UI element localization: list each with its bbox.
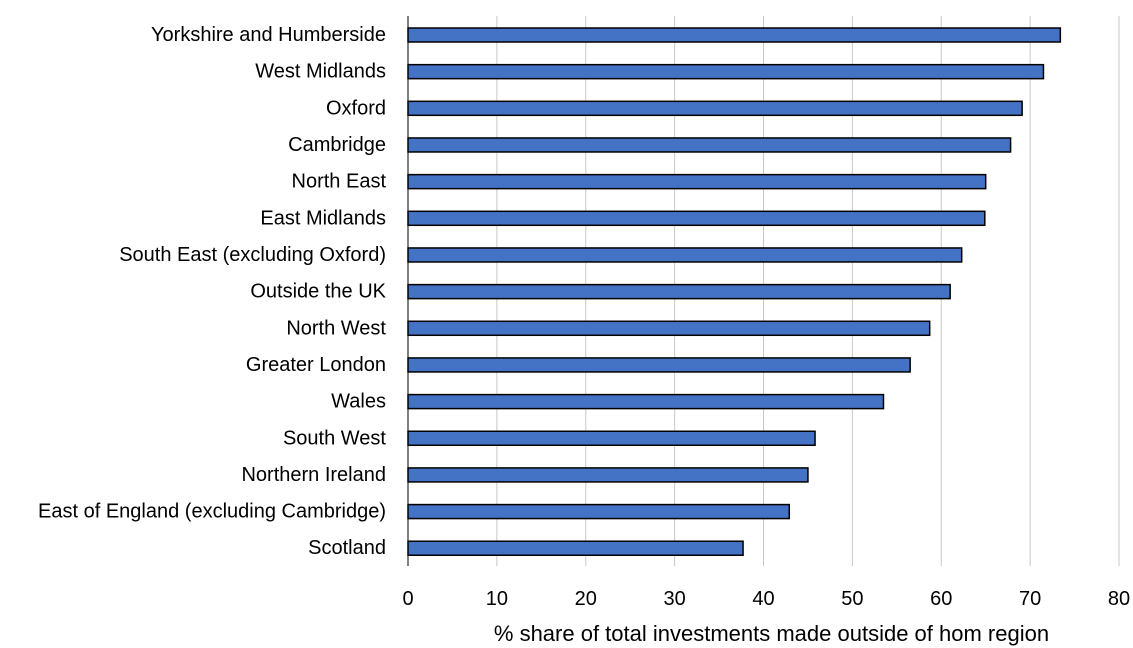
category-label: Wales [331,391,386,413]
category-label: East Midlands [260,207,386,229]
category-label: Scotland [308,537,386,559]
bar-east-of-england-excluding-cambridge [407,503,791,520]
bar-south-west [407,430,816,447]
bar-north-west [407,320,931,337]
category-label: South East (excluding Oxford) [119,244,386,266]
bar-wales [407,393,885,410]
category-labels: Yorkshire and Humberside West Midlands Oxf… [38,24,387,559]
category-label: Greater London [246,354,386,376]
bar-northern-ireland [407,467,809,483]
bar-south-east-excluding-oxford [407,247,963,263]
category-label: Oxford [326,97,386,119]
category-label: Northern Ireland [241,464,386,486]
category-label: East of England (excluding Cambridge) [38,501,386,523]
bar-west-midlands [407,63,1045,80]
bar-east-midlands [407,210,986,227]
category-label: Yorkshire and Humberside [151,24,386,46]
x-axis-title: % share of total investments made outsid… [494,621,1049,646]
x-tick-labels: 0 10 20 30 40 50 60 70 80 [402,588,1130,610]
bars [407,27,1062,556]
x-tick-label-80: 80 [1108,588,1130,610]
x-tick-label-50: 50 [841,588,863,610]
x-tick-label-30: 30 [664,588,686,610]
category-label: Outside the UK [250,281,386,303]
x-tick-label-60: 60 [930,588,952,610]
category-label: South West [283,427,386,449]
x-tick-label-0: 0 [402,588,413,610]
x-tick-label-20: 20 [575,588,597,610]
bar-yorkshire-and-humberside [407,27,1062,43]
category-label: North West [286,317,386,339]
bar-north-east [407,173,987,190]
bar-greater-london [407,357,911,373]
x-tick-label-70: 70 [1019,588,1041,610]
x-tick-label-10: 10 [486,588,508,610]
category-label: North East [292,171,387,193]
bar-outside-the-uk [407,283,951,300]
category-label: West Midlands [255,61,386,83]
bar-cambridge [407,137,1012,153]
category-label: Cambridge [288,134,386,156]
bar-oxford [407,100,1023,117]
x-tick-label-40: 40 [752,588,774,610]
bar-scotland [407,540,744,556]
